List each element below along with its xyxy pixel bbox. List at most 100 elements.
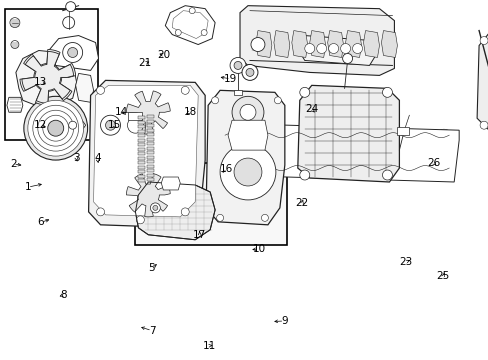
Text: 14: 14	[115, 107, 128, 117]
Text: 10: 10	[252, 244, 265, 254]
Circle shape	[62, 17, 75, 28]
Circle shape	[48, 120, 63, 136]
Bar	[147, 115, 154, 118]
Circle shape	[127, 117, 143, 133]
Text: 15: 15	[107, 121, 121, 130]
Circle shape	[316, 44, 326, 54]
Polygon shape	[291, 31, 307, 58]
Circle shape	[245, 68, 253, 76]
Circle shape	[211, 97, 218, 104]
Bar	[138, 170, 145, 173]
Polygon shape	[227, 120, 267, 150]
Bar	[147, 138, 154, 141]
Text: 7: 7	[148, 325, 155, 336]
Bar	[138, 130, 145, 133]
Bar	[128, 112, 142, 120]
Polygon shape	[76, 73, 93, 102]
Text: 1: 1	[24, 182, 31, 192]
Bar	[138, 148, 145, 150]
Circle shape	[299, 87, 309, 97]
Text: 22: 22	[295, 198, 308, 208]
Circle shape	[201, 30, 207, 36]
Polygon shape	[126, 174, 170, 217]
Circle shape	[28, 100, 83, 156]
Circle shape	[42, 115, 68, 141]
Text: 25: 25	[436, 271, 449, 281]
Text: 12: 12	[34, 121, 47, 130]
Circle shape	[38, 110, 74, 146]
Circle shape	[240, 104, 255, 120]
Bar	[234, 90, 242, 95]
Text: 23: 23	[399, 257, 412, 267]
Polygon shape	[297, 36, 377, 66]
Text: 19: 19	[224, 74, 237, 84]
Polygon shape	[22, 51, 74, 103]
Polygon shape	[126, 91, 170, 134]
Circle shape	[150, 203, 160, 213]
Polygon shape	[273, 31, 289, 58]
Polygon shape	[7, 97, 23, 112]
Circle shape	[10, 18, 20, 28]
Polygon shape	[476, 31, 488, 135]
Bar	[147, 133, 154, 136]
Text: 8: 8	[60, 290, 66, 300]
Bar	[147, 151, 154, 154]
Circle shape	[62, 42, 82, 62]
Bar	[147, 156, 154, 159]
Bar	[147, 129, 154, 132]
Circle shape	[96, 208, 104, 216]
Bar	[397, 127, 408, 135]
Polygon shape	[215, 123, 458, 182]
Bar	[135, 163, 286, 245]
Circle shape	[45, 75, 51, 80]
Circle shape	[101, 115, 120, 135]
Polygon shape	[381, 31, 397, 58]
Text: 2: 2	[10, 159, 17, 169]
Circle shape	[242, 64, 258, 80]
Polygon shape	[297, 85, 399, 182]
Circle shape	[105, 120, 115, 130]
Bar	[147, 169, 154, 172]
Circle shape	[24, 96, 87, 160]
Bar	[138, 166, 145, 168]
Polygon shape	[165, 6, 215, 45]
Polygon shape	[206, 90, 285, 225]
Polygon shape	[20, 50, 76, 105]
Circle shape	[96, 86, 104, 94]
Circle shape	[328, 44, 338, 54]
Bar	[138, 157, 145, 159]
Circle shape	[299, 170, 309, 180]
Bar	[138, 125, 145, 128]
Bar	[138, 152, 145, 155]
Bar	[138, 116, 145, 119]
Bar	[5, 9, 98, 140]
Bar	[147, 174, 154, 176]
Bar	[138, 175, 145, 177]
Polygon shape	[345, 31, 361, 58]
Polygon shape	[88, 80, 205, 228]
Circle shape	[274, 97, 281, 104]
Circle shape	[220, 144, 275, 200]
Circle shape	[40, 69, 56, 85]
Bar	[147, 165, 154, 167]
Circle shape	[142, 188, 155, 202]
Circle shape	[40, 69, 56, 86]
Polygon shape	[363, 31, 379, 58]
Bar	[138, 161, 145, 164]
Circle shape	[479, 121, 487, 129]
Bar	[138, 121, 145, 124]
Circle shape	[234, 62, 242, 69]
Circle shape	[181, 208, 189, 216]
Bar	[147, 178, 154, 181]
Polygon shape	[309, 31, 325, 58]
Circle shape	[234, 158, 262, 186]
Circle shape	[65, 2, 76, 12]
Text: 20: 20	[157, 50, 170, 60]
Bar	[147, 142, 154, 145]
Text: 18: 18	[183, 107, 196, 117]
Circle shape	[11, 41, 19, 49]
Text: 13: 13	[34, 77, 47, 87]
Text: 6: 6	[38, 217, 44, 227]
Text: 9: 9	[281, 316, 287, 326]
Polygon shape	[135, 182, 215, 240]
